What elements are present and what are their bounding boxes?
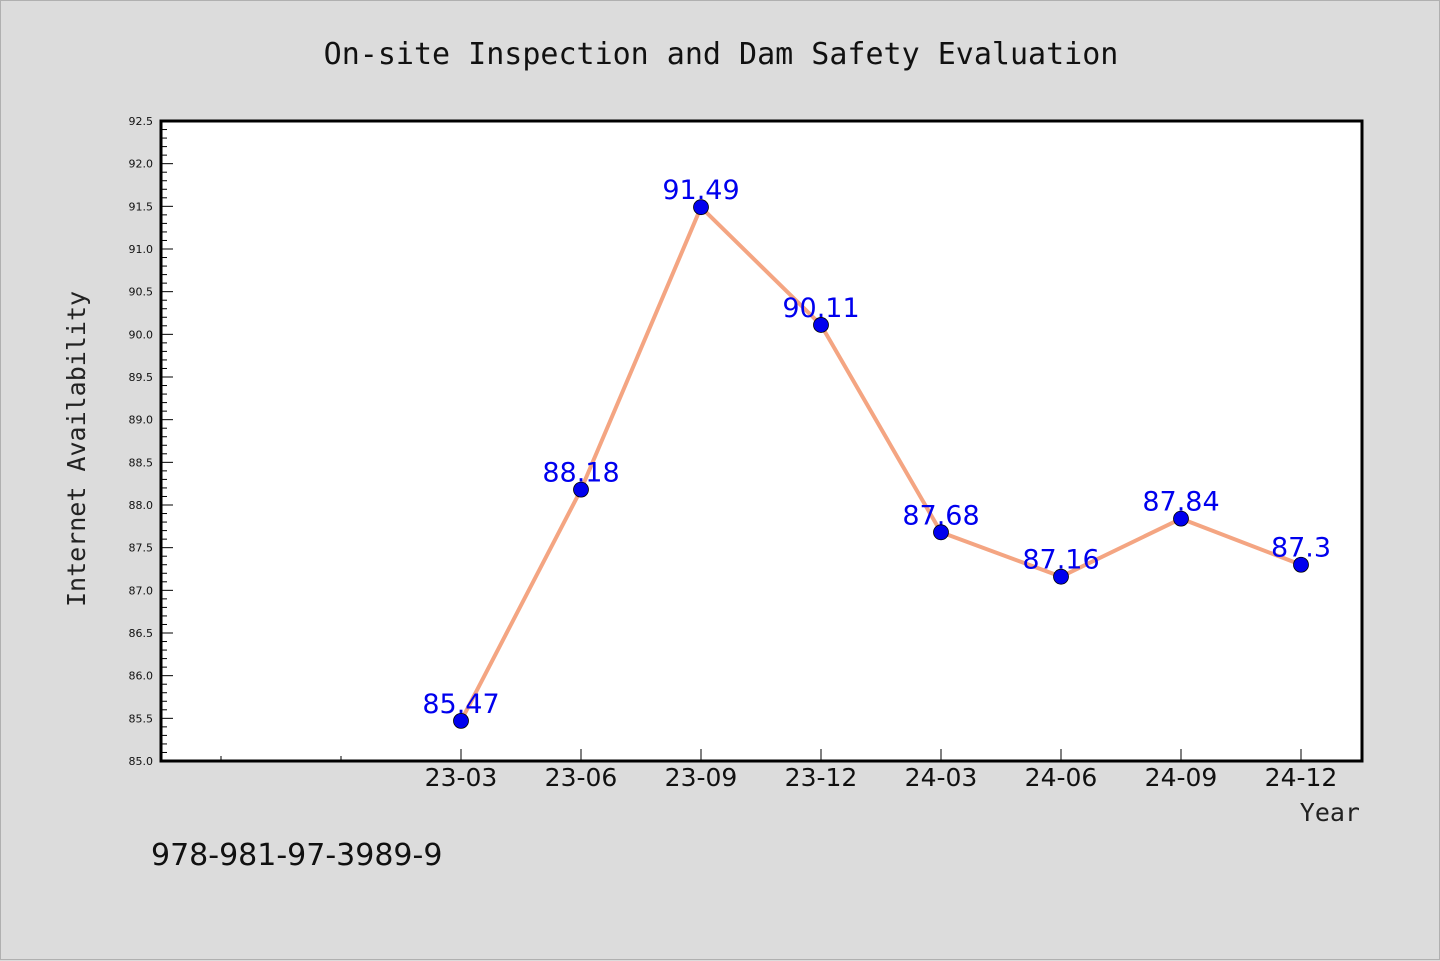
plot-area bbox=[159, 119, 1364, 763]
x-tick-label: 24-12 bbox=[1265, 763, 1338, 792]
x-axis-title: Year bbox=[1300, 798, 1360, 827]
chart-title: On-site Inspection and Dam Safety Evalua… bbox=[324, 37, 1119, 72]
y-tick-label: 85.0 bbox=[129, 755, 154, 768]
y-tick-label: 90.5 bbox=[129, 286, 154, 299]
data-label: 90.11 bbox=[782, 293, 859, 324]
y-axis: 85.0 85.5 86.0 86.5 87.0 87.5 88.0 88.5 89.0 89.5… bbox=[129, 115, 173, 768]
x-axis: 23-03 23-06 23-09 23-12 24-03 24-06 24-09 24-12 bbox=[220, 749, 1338, 792]
series-line-group: 85.47 88.18 91.49 90.11 87.68 87.16 87.84 87.3 bbox=[422, 175, 1331, 729]
data-label: 88.18 bbox=[542, 458, 619, 489]
data-label: 85.47 bbox=[422, 689, 499, 720]
isbn-note: 978-981-97-3989-9 bbox=[151, 838, 442, 873]
y-tick-label: 88.0 bbox=[129, 499, 154, 512]
y-tick-label: 91.0 bbox=[129, 243, 154, 256]
data-label: 91.49 bbox=[662, 175, 739, 206]
y-tick-label: 92.5 bbox=[129, 115, 154, 128]
x-tick-label: 24-09 bbox=[1145, 763, 1218, 792]
y-tick-label: 86.0 bbox=[129, 670, 154, 683]
y-tick-label: 92.0 bbox=[129, 158, 154, 171]
data-point bbox=[573, 481, 589, 498]
series-line bbox=[459, 205, 1302, 722]
y-tick-label: 85.5 bbox=[129, 712, 154, 725]
data-point bbox=[1173, 510, 1189, 527]
x-tick-label: 23-09 bbox=[665, 763, 738, 792]
data-point bbox=[933, 524, 949, 541]
y-tick-label: 87.5 bbox=[129, 542, 154, 555]
data-point bbox=[693, 199, 709, 216]
data-label: 87.16 bbox=[1022, 545, 1099, 576]
x-tick-label: 23-06 bbox=[545, 763, 618, 792]
y-axis-title: Internet Availability bbox=[62, 291, 91, 607]
data-point bbox=[1053, 568, 1069, 585]
data-point bbox=[813, 317, 829, 333]
x-tick-label: 23-12 bbox=[785, 763, 858, 792]
data-label: 87.3 bbox=[1271, 533, 1331, 564]
y-tick-label: 87.0 bbox=[129, 584, 154, 597]
y-tick-label: 90.0 bbox=[129, 328, 154, 341]
y-tick-label: 91.5 bbox=[129, 200, 154, 213]
y-tick-label: 89.0 bbox=[129, 414, 154, 427]
y-tick-label: 88.5 bbox=[129, 456, 154, 469]
data-point bbox=[453, 712, 469, 729]
x-tick-label: 23-03 bbox=[425, 763, 498, 792]
data-label: 87.84 bbox=[1142, 487, 1219, 518]
data-point bbox=[1293, 556, 1309, 573]
data-label: 87.68 bbox=[902, 500, 979, 531]
x-tick-label: 24-03 bbox=[905, 763, 978, 792]
y-tick-label: 86.5 bbox=[129, 627, 154, 640]
y-tick-label: 89.5 bbox=[129, 371, 154, 384]
x-tick-label: 24-06 bbox=[1025, 763, 1098, 792]
